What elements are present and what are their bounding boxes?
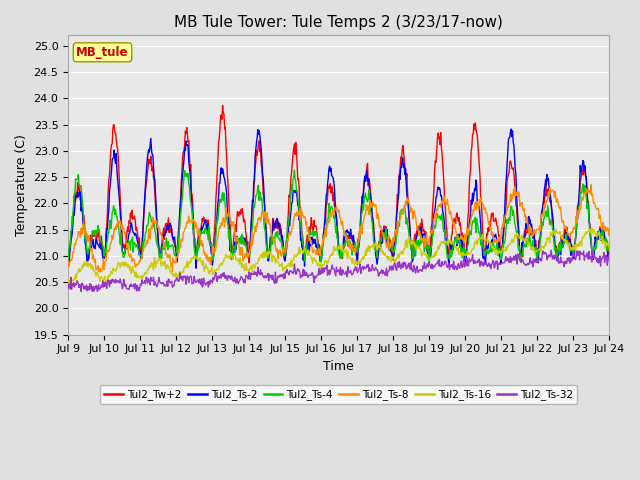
Tul2_Tw+2: [97, 233, 105, 239]
Tul2_Ts-4: [380, 232, 387, 238]
Tul2_Ts-16: [67, 281, 75, 287]
Tul2_Tw+2: [380, 223, 388, 229]
Tul2_Tw+2: [394, 196, 402, 202]
Tul2_Ts-2: [605, 257, 613, 263]
Tul2_Ts-32: [394, 261, 401, 266]
Tul2_Ts-4: [605, 248, 613, 253]
Tul2_Ts-8: [380, 230, 387, 236]
Tul2_Ts-2: [476, 204, 483, 209]
Tul2_Ts-16: [380, 249, 387, 254]
Tul2_Tw+2: [219, 103, 227, 108]
Tul2_Ts-32: [410, 263, 417, 268]
Legend: Tul2_Tw+2, Tul2_Ts-2, Tul2_Ts-4, Tul2_Ts-8, Tul2_Ts-16, Tul2_Ts-32: Tul2_Tw+2, Tul2_Ts-2, Tul2_Ts-4, Tul2_Ts…: [100, 385, 577, 404]
Tul2_Ts-16: [588, 225, 596, 231]
Tul2_Ts-4: [410, 251, 417, 256]
Line: Tul2_Ts-2: Tul2_Ts-2: [68, 129, 609, 268]
Line: Tul2_Ts-8: Tul2_Ts-8: [68, 185, 609, 272]
Tul2_Ts-32: [531, 260, 539, 265]
Tul2_Ts-8: [588, 182, 595, 188]
Tul2_Ts-16: [394, 253, 401, 259]
Line: Tul2_Tw+2: Tul2_Tw+2: [68, 106, 609, 263]
Tul2_Tw+2: [605, 252, 613, 257]
Title: MB Tule Tower: Tule Temps 2 (3/23/17-now): MB Tule Tower: Tule Temps 2 (3/23/17-now…: [174, 15, 503, 30]
Tul2_Ts-8: [64, 258, 72, 264]
Tul2_Ts-32: [605, 252, 613, 258]
Tul2_Ts-8: [95, 269, 103, 275]
Tul2_Ts-8: [531, 230, 539, 236]
Tul2_Ts-16: [64, 280, 72, 286]
Tul2_Tw+2: [532, 238, 540, 243]
Tul2_Ts-8: [394, 218, 401, 224]
Tul2_Ts-2: [97, 241, 105, 247]
Tul2_Ts-2: [193, 265, 200, 271]
Tul2_Tw+2: [245, 260, 253, 265]
Tul2_Ts-16: [605, 245, 613, 251]
Tul2_Ts-8: [605, 228, 613, 233]
Line: Tul2_Ts-16: Tul2_Ts-16: [68, 228, 609, 284]
Line: Tul2_Ts-32: Tul2_Ts-32: [68, 250, 609, 291]
Tul2_Ts-4: [394, 233, 401, 239]
Tul2_Ts-16: [531, 250, 539, 256]
Tul2_Ts-16: [410, 240, 417, 246]
Tul2_Ts-8: [98, 267, 106, 273]
Tul2_Ts-32: [476, 256, 483, 262]
Tul2_Tw+2: [64, 254, 72, 260]
Y-axis label: Temperature (C): Temperature (C): [15, 134, 28, 236]
Tul2_Ts-8: [410, 210, 417, 216]
Line: Tul2_Ts-4: Tul2_Ts-4: [68, 170, 609, 263]
Tul2_Ts-2: [394, 206, 401, 212]
Tul2_Ts-4: [97, 239, 105, 244]
Tul2_Ts-8: [476, 196, 483, 202]
Tul2_Ts-4: [426, 260, 433, 266]
Tul2_Ts-2: [64, 262, 72, 267]
Tul2_Ts-32: [98, 284, 106, 290]
Tul2_Tw+2: [476, 173, 484, 179]
Tul2_Ts-4: [64, 256, 72, 262]
Tul2_Ts-32: [89, 288, 97, 294]
Tul2_Ts-32: [64, 286, 72, 291]
Tul2_Ts-2: [410, 254, 417, 260]
Tul2_Ts-32: [547, 247, 555, 253]
Tul2_Tw+2: [410, 235, 418, 240]
Tul2_Ts-2: [508, 126, 515, 132]
X-axis label: Time: Time: [323, 360, 354, 373]
Tul2_Ts-2: [380, 228, 387, 233]
Tul2_Ts-4: [476, 231, 484, 237]
Tul2_Ts-4: [532, 245, 540, 251]
Tul2_Ts-16: [98, 275, 106, 280]
Text: MB_tule: MB_tule: [76, 46, 129, 59]
Tul2_Ts-32: [380, 268, 387, 274]
Tul2_Ts-16: [476, 236, 483, 242]
Tul2_Ts-2: [532, 243, 540, 249]
Tul2_Ts-4: [291, 168, 298, 173]
